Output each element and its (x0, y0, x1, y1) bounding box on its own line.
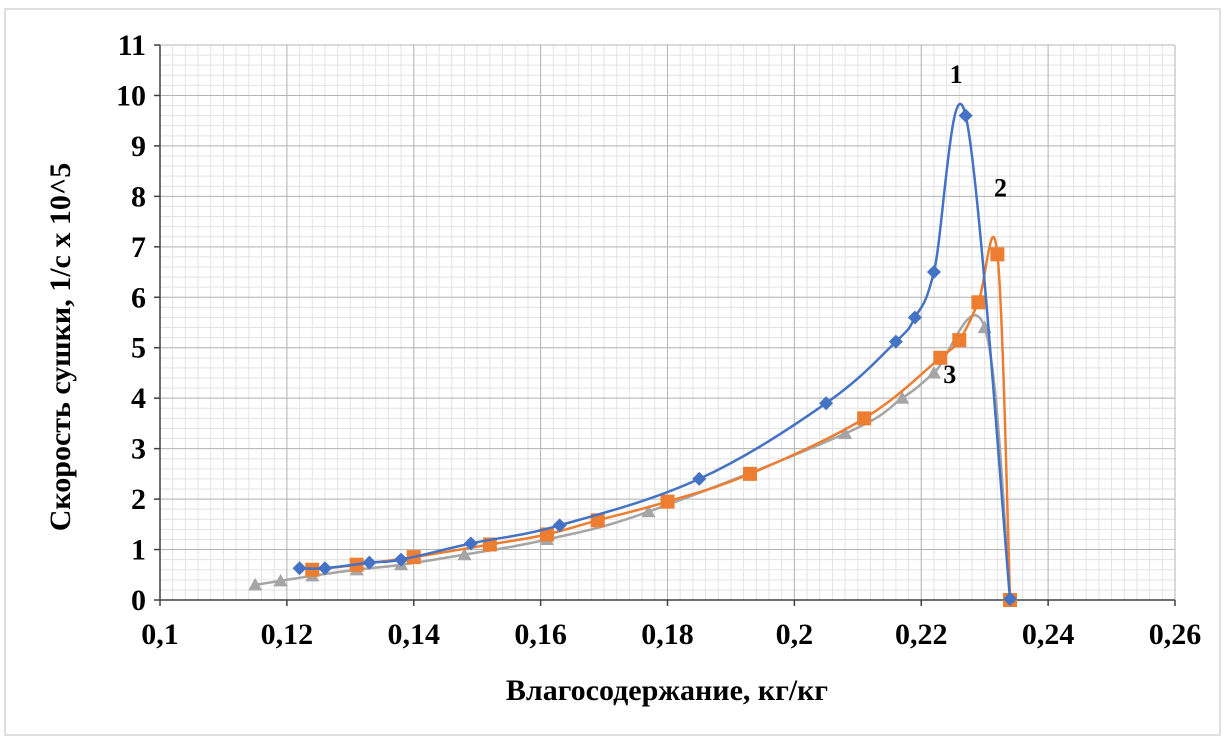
series-marker-diamond (888, 334, 903, 349)
series-annotation-label: 2 (994, 173, 1007, 202)
y-tick-label: 5 (131, 332, 146, 365)
series-line-3 (254, 314, 1012, 601)
y-tick-label: 2 (131, 483, 146, 516)
y-tick-label: 1 (131, 534, 146, 567)
chart-border (4, 8, 1221, 736)
y-tick-label: 3 (131, 433, 146, 466)
series-marker-triangle (926, 365, 941, 379)
y-tick-label: 7 (131, 231, 146, 264)
tick-labels: 0,1 0,12 0,14 0,16 0,18 0,2 0,22 0,24 0,26 0 1 2 3 4 5… (116, 29, 1201, 651)
series-marker-diamond (692, 471, 707, 486)
x-tick-label: 0,24 (1022, 618, 1075, 651)
series-marker-triangle (457, 547, 472, 561)
series-marker-square (857, 411, 872, 426)
series-marker-triangle (273, 573, 288, 587)
series-marker-triangle (641, 504, 656, 518)
x-tick-label: 0,26 (1149, 618, 1202, 651)
series-group (248, 102, 1018, 607)
series-marker-diamond (1003, 591, 1018, 606)
series-marker-triangle (895, 391, 910, 404)
series-marker-diamond (552, 518, 567, 533)
series-marker-diamond (819, 396, 834, 411)
x-tick-label: 0,16 (514, 618, 567, 651)
y-axis-title: Скорость сушки, 1/с x 10^5 (44, 163, 77, 532)
x-axis-title: Влагосодержание, кг/кг (506, 674, 828, 707)
series-marker-triangle (838, 426, 853, 440)
series-marker-square (660, 494, 675, 509)
y-tick-label: 8 (131, 180, 146, 213)
series-marker-diamond (317, 561, 332, 576)
series-marker-diamond (958, 108, 973, 123)
y-tick-label: 9 (131, 130, 146, 163)
series-marker-square (971, 295, 986, 310)
series-marker-triangle (248, 577, 263, 591)
series-marker-square (990, 247, 1005, 262)
x-tick-label: 0,14 (388, 618, 441, 651)
series-marker-diamond (292, 561, 307, 576)
x-tick-label: 0,2 (776, 618, 814, 651)
series-annotation-label: 3 (943, 360, 956, 389)
y-tick-label: 11 (118, 29, 146, 62)
series-1 (292, 102, 1018, 606)
y-tick-label: 10 (116, 79, 146, 112)
x-tick-label: 0,22 (895, 618, 948, 651)
y-tick-label: 6 (131, 281, 146, 314)
y-tick-label: 4 (131, 382, 146, 415)
series-marker-diamond (362, 555, 377, 570)
series-annotation-label: 1 (950, 60, 963, 89)
annotations: 1 2 3 (943, 60, 1007, 389)
series-marker-diamond (463, 536, 478, 551)
series-marker-square (933, 350, 948, 365)
x-tick-label: 0,18 (641, 618, 694, 651)
series-marker-square (952, 333, 967, 348)
series-marker-square (742, 466, 757, 481)
series-marker-diamond (907, 310, 922, 325)
y-tick-label: 0 (131, 584, 146, 617)
x-tick-label: 0,1 (141, 618, 179, 651)
series-marker-square (539, 527, 554, 542)
series-line-2 (312, 235, 1012, 601)
x-tick-label: 0,12 (261, 618, 314, 651)
series-marker-diamond (394, 552, 409, 567)
series-marker-diamond (926, 265, 941, 280)
